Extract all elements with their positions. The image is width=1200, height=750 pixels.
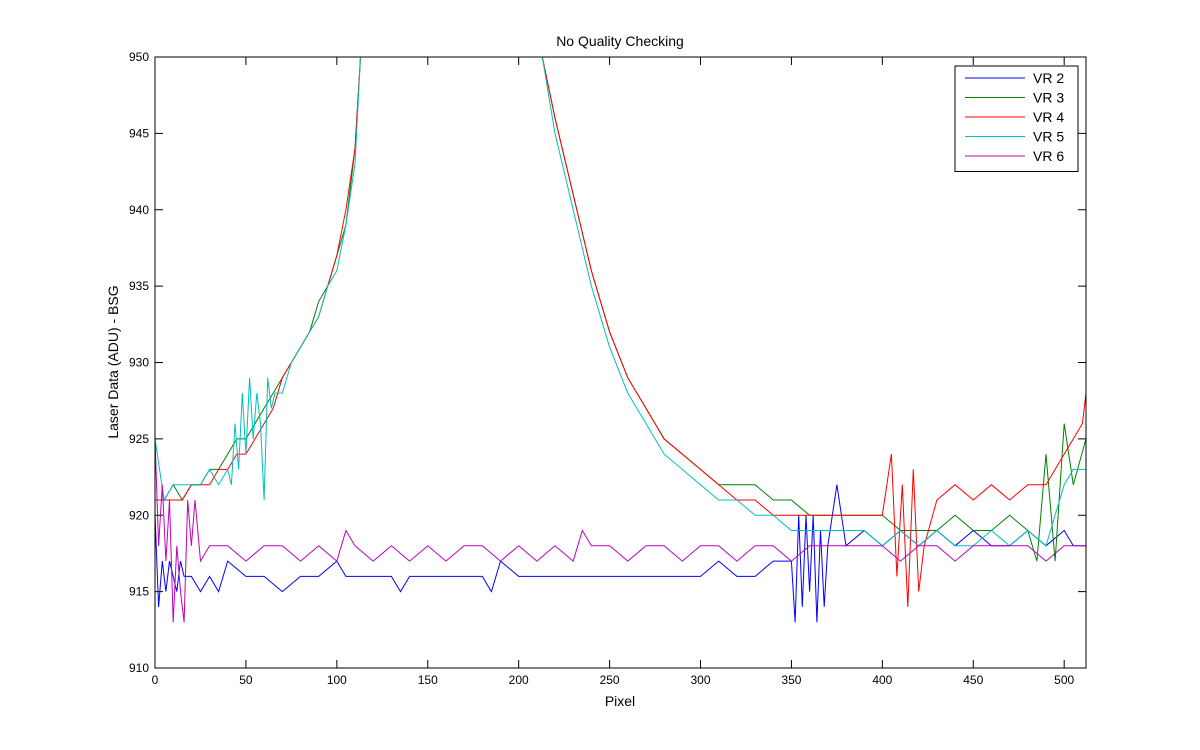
legend-label: VR 3: [1033, 90, 1064, 106]
legend: VR 2 VR 3 VR 4 VR 5 VR 6: [954, 65, 1079, 172]
x-axis-label: Pixel: [605, 693, 635, 709]
legend-label: VR 2: [1033, 70, 1064, 86]
legend-label: VR 5: [1033, 129, 1064, 145]
x-tick-label: 200: [509, 673, 529, 687]
x-tick-label: 50: [239, 673, 253, 687]
chart-title: No Quality Checking: [556, 33, 684, 49]
y-axis-label: Laser Data (ADU) - BSG: [105, 285, 121, 438]
y-tick-label: 910: [129, 661, 149, 675]
plot-frame: [154, 56, 1087, 669]
axis-ticks: 0 50 100 150 200 250 300 350 400 450 500 910 915 920 9…: [129, 50, 1086, 687]
series-line: [155, 57, 1086, 607]
y-tick-label: 945: [129, 126, 149, 140]
x-tick-label: 400: [872, 673, 892, 687]
y-tick-label: 920: [129, 508, 149, 522]
legend-box: [954, 65, 1079, 172]
x-tick-label: 500: [1054, 673, 1074, 687]
y-tick-label: 935: [129, 279, 149, 293]
y-tick-label: 940: [129, 203, 149, 217]
x-tick-label: 0: [152, 673, 159, 687]
x-tick-label: 350: [781, 673, 801, 687]
y-tick-label: 930: [129, 356, 149, 370]
series-lines: [155, 57, 1086, 623]
x-tick-label: 300: [690, 673, 710, 687]
y-tick-label: 950: [129, 50, 149, 64]
y-tick-label: 925: [129, 432, 149, 446]
x-tick-label: 450: [963, 673, 983, 687]
series-line: [155, 57, 1086, 547]
series-line: [155, 438, 1086, 623]
legend-label: VR 4: [1033, 109, 1064, 125]
y-tick-label: 915: [129, 585, 149, 599]
x-tick-label: 250: [600, 673, 620, 687]
plot-area: [155, 57, 1086, 668]
x-tick-label: 100: [327, 673, 347, 687]
legend-label: VR 6: [1033, 148, 1064, 164]
x-tick-label: 150: [418, 673, 438, 687]
